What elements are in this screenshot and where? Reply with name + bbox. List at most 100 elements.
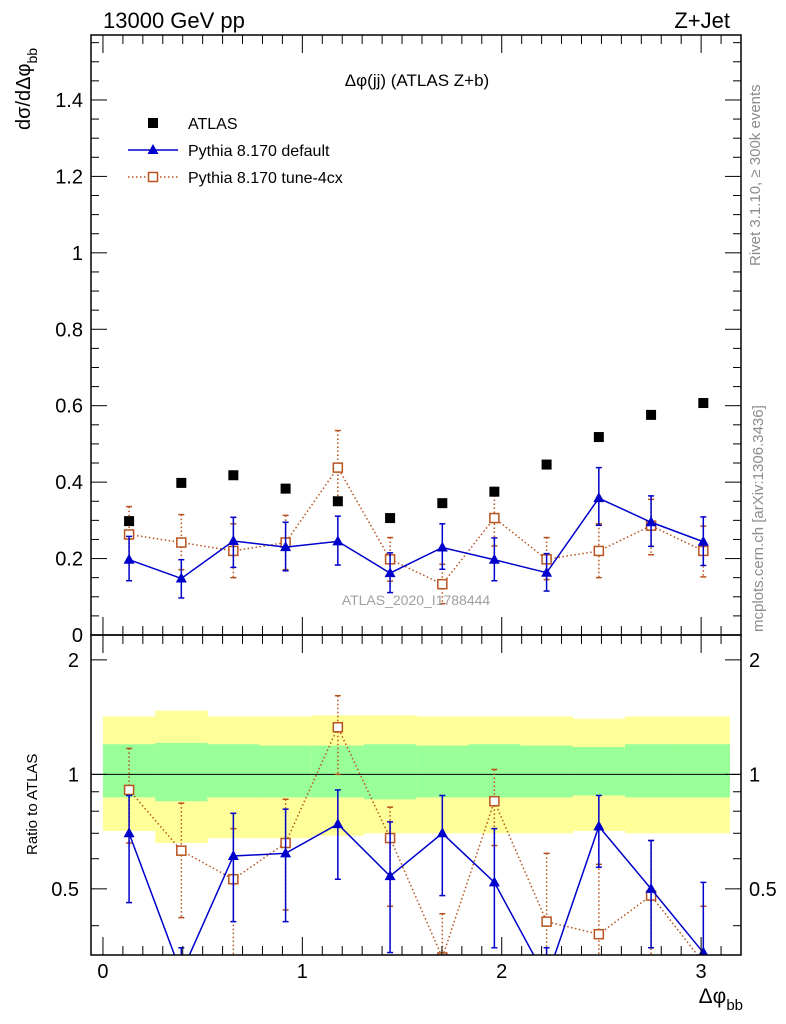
main-point-atlas <box>332 496 343 507</box>
ratio-point-default <box>541 973 552 983</box>
y-axis-label-main: dσ/dΔφ <box>13 63 35 130</box>
legend-marker-atlas <box>148 118 158 128</box>
ratio-ytick-label-right: 2 <box>749 650 760 672</box>
ratio-point-default <box>593 820 605 831</box>
ratio-point-default <box>280 847 292 858</box>
main-ytick-label: 0.6 <box>55 396 83 418</box>
main-point-default <box>697 535 709 546</box>
main-point-default <box>645 516 657 527</box>
main-point-atlas <box>646 409 657 420</box>
ratio-band-inner <box>520 745 574 798</box>
ratio-line-default <box>128 823 704 955</box>
ratio-band-inner <box>207 744 260 798</box>
main-ytick-label: 0.4 <box>55 472 83 494</box>
ratio-band-inner <box>572 747 626 796</box>
main-point-tune <box>437 578 448 590</box>
y-axis-label-sub: bb <box>24 48 40 64</box>
main-point-default <box>436 541 448 552</box>
ratio-errorbar-tune <box>439 913 446 955</box>
mcplots-label: mcplots.cern.ch [arXiv:1306.3436] <box>750 405 767 632</box>
main-line-default <box>128 497 704 580</box>
ratio-panel: 0.5 0.5 1 1 2 2 0 1 2 3 Ratio to ATLAS Δφbb <box>24 634 777 1014</box>
main-point-atlas <box>176 477 187 488</box>
ratio-y-axis-label: Ratio to ATLAS <box>24 754 41 855</box>
ratio-errorbar-default <box>126 794 133 904</box>
main-ytick-label: 0.2 <box>55 549 83 571</box>
main-ytick-label: 0.8 <box>55 319 83 341</box>
ratio-point-default <box>332 818 344 829</box>
ratio-errorbar-default <box>595 794 602 868</box>
legend-label-default: Pythia 8.170 default <box>188 143 330 160</box>
main-point-atlas <box>437 498 448 509</box>
ratio-band-inner <box>259 745 313 798</box>
header-left: 13000 GeV pp <box>103 8 245 33</box>
main-ytick-label: 1.4 <box>55 90 83 112</box>
ratio-errorbar-default <box>439 794 446 897</box>
main-point-tune <box>489 512 500 524</box>
ratio-point-default <box>123 827 135 838</box>
ratio-point-tune <box>593 928 605 940</box>
legend-marker-default <box>147 144 159 154</box>
main-point-atlas <box>489 486 500 497</box>
ratio-ytick-label-right: 0.5 <box>749 879 777 901</box>
main-line-tune <box>128 466 704 586</box>
ratio-point-tune <box>489 795 500 807</box>
ratio-errorbar-default <box>230 812 237 923</box>
main-ytick-label: 1 <box>72 243 83 265</box>
ratio-errorbar-tune <box>334 694 341 776</box>
ratio-ytick-label-right: 1 <box>749 764 760 786</box>
ratio-xtick-label: 0 <box>97 961 108 983</box>
svg-text:dσ/dΔφbb: dσ/dΔφbb <box>13 48 40 130</box>
main-axes: 0 0.2 0.4 0.6 0.8 1 1.2 1.4 <box>55 34 742 647</box>
ratio-errorbar-tune <box>543 852 550 955</box>
ratio-band-inner <box>416 745 469 798</box>
analysis-watermark: ATLAS_2020_I1788444 <box>342 592 491 608</box>
ratio-frame <box>90 634 742 956</box>
main-point-default <box>227 534 239 545</box>
legend-marker-tune <box>147 171 159 183</box>
header-right: Z+Jet <box>674 8 730 33</box>
ratio-band-inner <box>677 744 730 798</box>
ratio-ytick-label: 1 <box>68 764 79 786</box>
ratio-errorbar-default <box>178 947 185 955</box>
main-point-tune <box>332 462 344 473</box>
main-point-atlas <box>541 459 552 470</box>
ratio-band-inner <box>363 744 417 800</box>
main-point-atlas <box>385 513 396 524</box>
ratio-errorbar-default <box>282 808 289 923</box>
main-point-atlas <box>280 483 291 494</box>
ratio-plot-content <box>91 694 741 983</box>
ratio-errorbar-default <box>700 881 707 955</box>
ratio-xtick-label: 3 <box>696 961 707 983</box>
plot-title: Δφ(jj) (ATLAS Z+b) <box>345 71 489 90</box>
main-point-atlas <box>228 470 239 481</box>
main-point-default <box>175 572 187 583</box>
ratio-xtick-label: 1 <box>297 961 308 983</box>
ratio-errorbar-default <box>648 839 655 949</box>
main-point-default <box>593 492 605 503</box>
ratio-point-default <box>436 827 448 838</box>
ratio-band-inner <box>624 744 678 798</box>
x-axis-label: Δφbb <box>699 985 743 1014</box>
rivet-label: Rivet 3.1.10, ≥ 300k events <box>747 84 764 266</box>
ratio-ytick-label: 2 <box>68 650 79 672</box>
y-axis-label: dσ/dΔφbb <box>13 48 40 130</box>
ratio-point-tune <box>176 845 187 856</box>
main-point-default <box>332 535 344 546</box>
main-point-tune <box>176 537 187 548</box>
main-ytick-label: 0 <box>72 625 83 647</box>
ratio-errorbar-default <box>334 789 341 880</box>
ratio-xtick-label: 2 <box>496 961 507 983</box>
main-point-atlas <box>698 398 709 409</box>
main-point-atlas <box>593 432 604 443</box>
main-point-default <box>123 553 135 564</box>
ratio-errorbar-default <box>387 821 394 954</box>
main-point-default <box>488 553 500 564</box>
ratio-point-default <box>227 850 239 861</box>
ratio-axes: 0.5 0.5 1 1 2 2 0 1 2 3 <box>51 634 777 983</box>
main-point-tune <box>593 545 605 557</box>
main-panel: 00.20.40.60.811.21.4 Δφ(jj) (ATLAS Z+b) … <box>13 34 742 647</box>
ratio-errorbar-default <box>543 947 550 955</box>
main-point-atlas <box>124 516 135 527</box>
